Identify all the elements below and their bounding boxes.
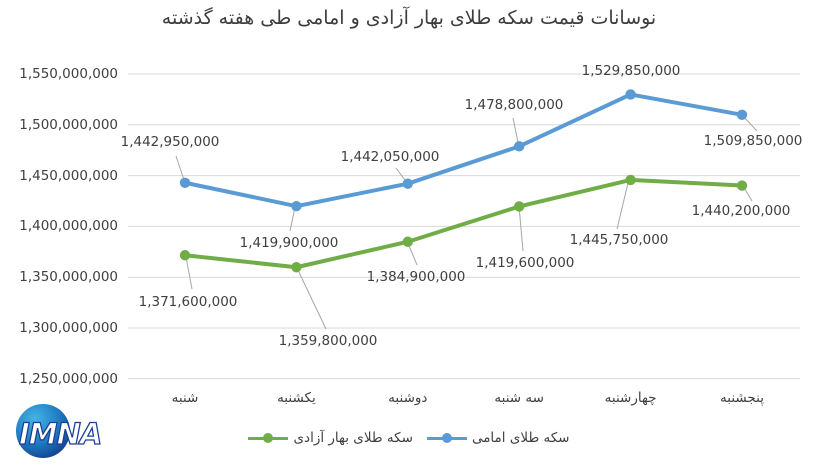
chart-title: نوسانات قیمت سکه طلای بهار آزادی و امامی… <box>161 7 657 29</box>
data-label: 1,529,850,000 <box>581 63 681 79</box>
data-point-marker <box>291 262 302 273</box>
data-point-marker <box>291 200 302 212</box>
data-label-leader-line <box>296 267 327 330</box>
data-label: 1,445,750,000 <box>569 232 669 248</box>
data-point-marker <box>179 250 191 261</box>
y-axis-tick-label: 1,400,000,000 <box>19 218 118 235</box>
data-label: 1,384,900,000 <box>366 269 466 285</box>
x-axis-label-1: یکشنبه <box>277 390 316 406</box>
legend: سکه طلای بهار آزادی سکه طلای امامی <box>0 430 818 446</box>
y-axis-tick-label: 1,250,000,000 <box>19 370 118 387</box>
data-label: 1,509,850,000 <box>703 133 803 149</box>
data-point-marker <box>514 201 525 212</box>
imna-logo-globe-icon <box>16 404 70 458</box>
legend-line-marker-green <box>248 433 289 443</box>
data-point-marker <box>402 236 413 247</box>
data-point-marker <box>179 177 191 188</box>
legend-item-bahar-azadi: سکه طلای بهار آزادی <box>248 430 413 446</box>
y-axis-tick-label: 1,300,000,000 <box>19 320 118 336</box>
y-axis-tick-label: 1,500,000,000 <box>19 116 118 133</box>
data-label-leader-line <box>518 205 524 252</box>
data-label: 1,442,950,000 <box>120 134 220 150</box>
data-label: 1,359,800,000 <box>278 333 378 349</box>
x-axis-label-3: سه شنبه <box>494 390 544 406</box>
data-point-marker <box>625 174 636 186</box>
y-axis-tick-label: 1,350,000,000 <box>19 269 118 286</box>
data-point-marker <box>625 89 636 100</box>
x-axis-label-5: پنجشنبه <box>720 390 764 406</box>
series-line-emami <box>183 92 744 209</box>
data-label-leader-line <box>289 206 296 232</box>
y-axis-tick-label: 1,450,000,000 <box>19 167 118 184</box>
legend-label-bahar-azadi: سکه طلای بهار آزادی <box>293 430 413 446</box>
data-label: 1,371,600,000 <box>138 294 238 310</box>
legend-label-emami: سکه طلای امامی <box>471 430 570 446</box>
data-label-leader-line <box>407 242 418 266</box>
data-label: 1,440,200,000 <box>691 203 791 219</box>
data-point-marker <box>736 180 748 191</box>
data-label: 1,442,050,000 <box>340 149 440 165</box>
legend-item-emami: سکه طلای امامی <box>426 430 570 446</box>
data-point-marker <box>736 109 748 120</box>
series-line-bahar-azadi <box>183 177 744 270</box>
y-axis-tick-label: 1,550,000,000 <box>19 66 118 82</box>
imna-logo-text: IMNA <box>18 416 103 451</box>
x-axis-label-4: چهارشنبه <box>604 390 657 406</box>
data-label-leader-line <box>185 256 193 290</box>
x-axis-label-0: شنبه <box>171 390 199 406</box>
data-label: 1,478,800,000 <box>464 97 564 113</box>
data-label: 1,419,600,000 <box>475 255 575 271</box>
data-point-marker <box>514 141 525 152</box>
data-label-leader-line <box>616 178 630 230</box>
data-label: 1,419,900,000 <box>239 235 339 251</box>
legend-line-marker-blue <box>426 433 467 443</box>
x-axis-label-2: دوشنبه <box>388 390 428 406</box>
imna-logo: IMNA <box>14 402 114 462</box>
data-point-marker <box>402 178 413 189</box>
